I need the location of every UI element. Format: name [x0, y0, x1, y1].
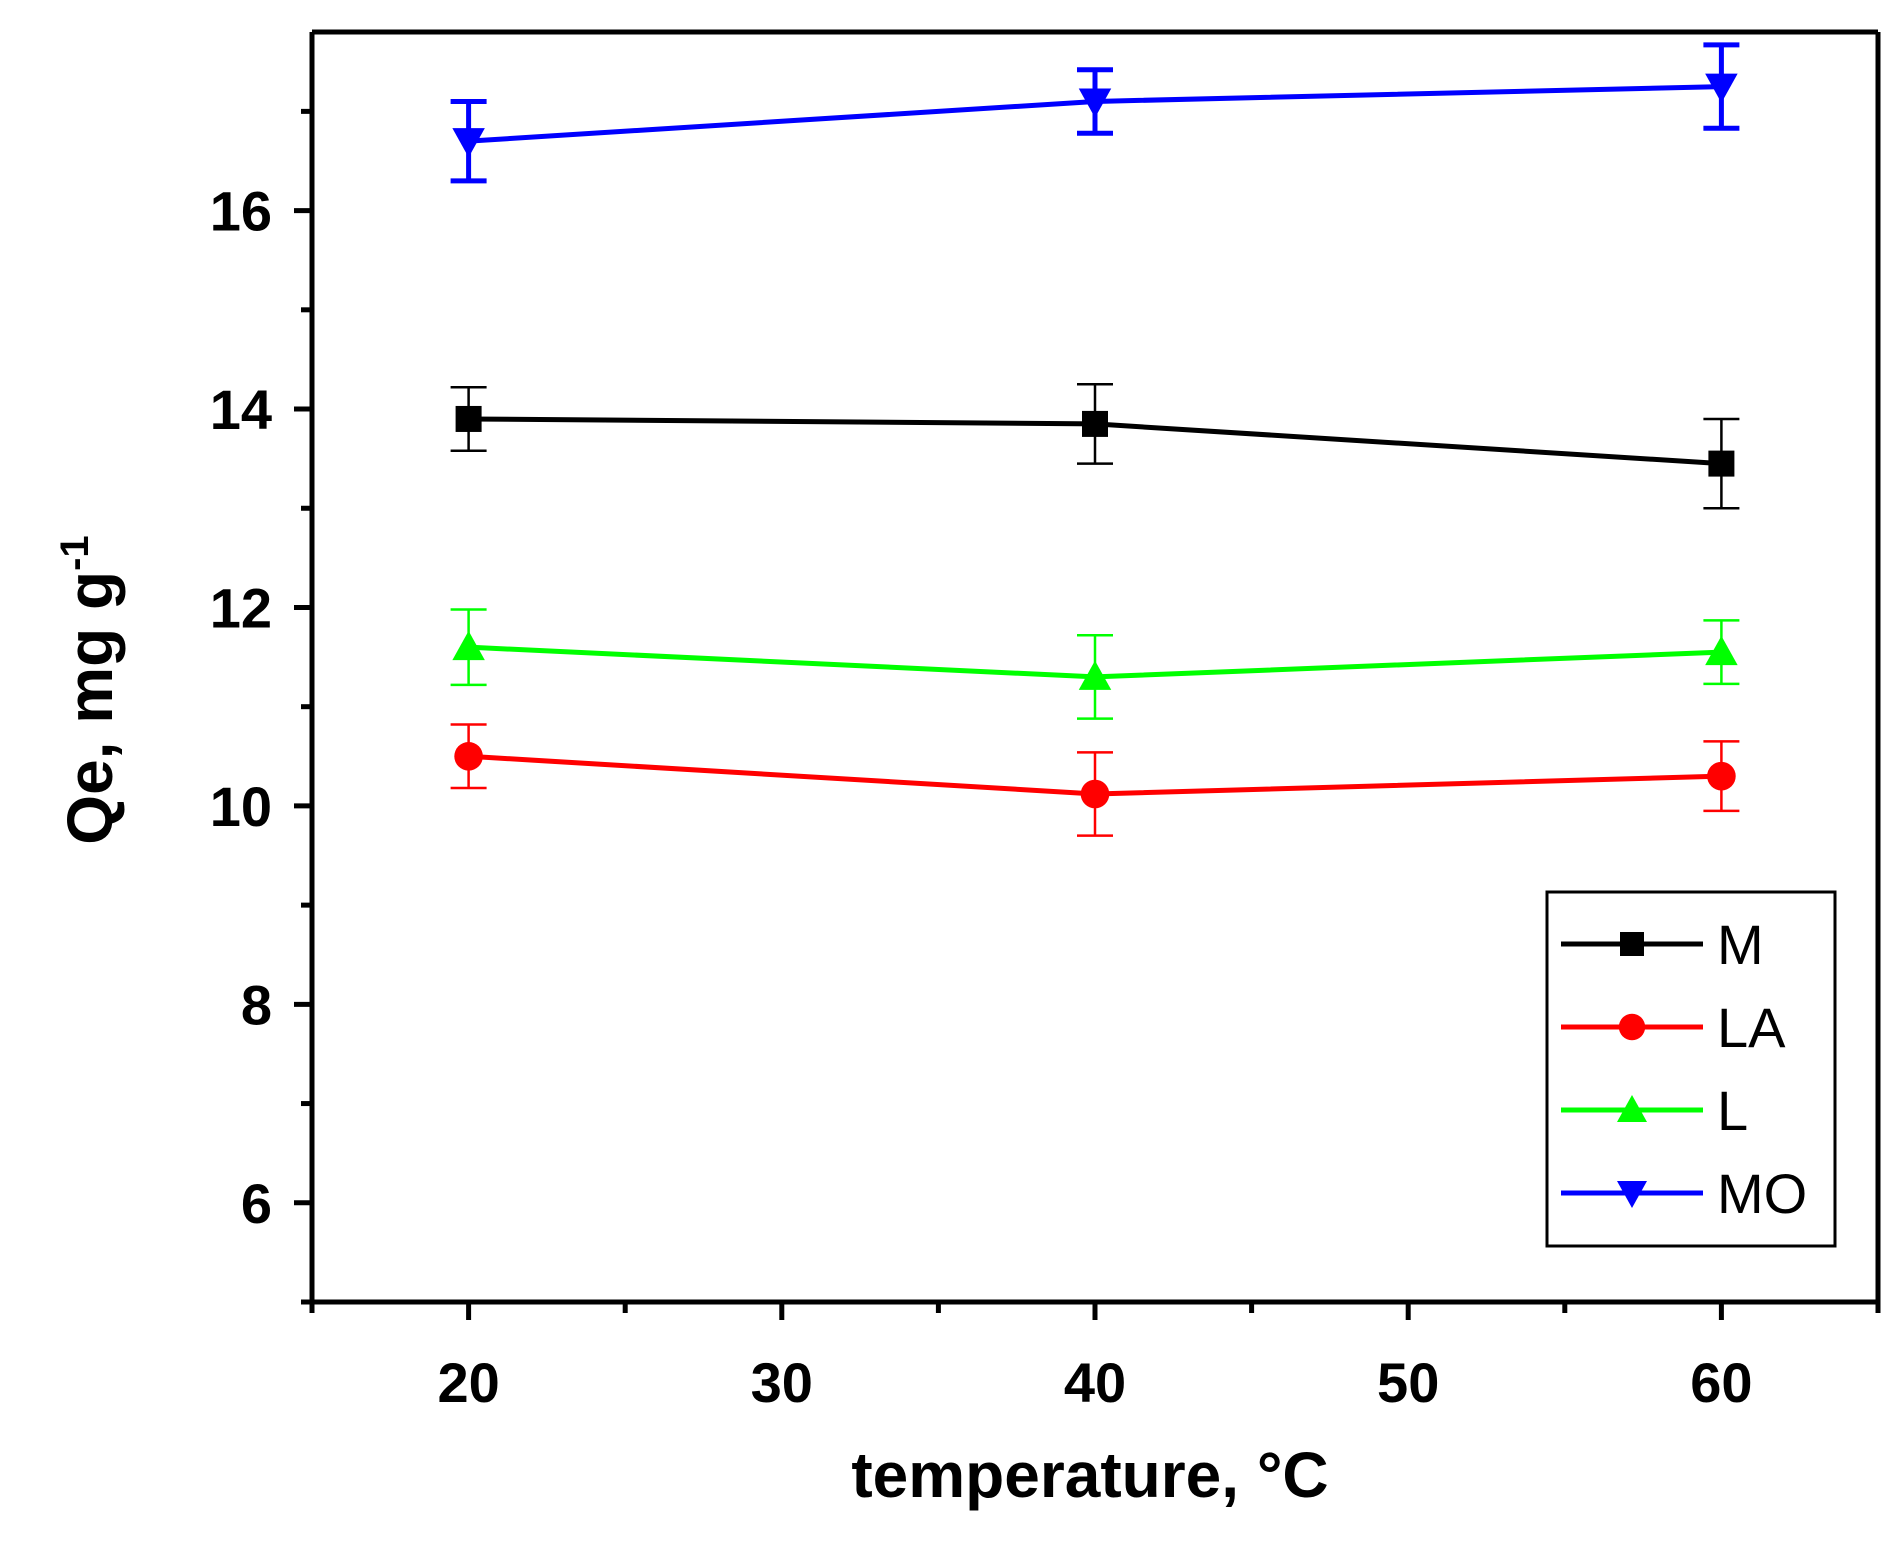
legend-label-la: LA	[1717, 996, 1786, 1059]
plot-area	[450, 42, 1740, 837]
data-point-m	[1708, 450, 1735, 477]
legend-marker-l	[1617, 1095, 1647, 1122]
series-l	[450, 608, 1740, 720]
legend-marker-la	[1618, 1013, 1646, 1041]
x-tick-label: 30	[751, 1351, 813, 1414]
y-tick-label: 10	[210, 775, 272, 838]
data-point-m	[455, 405, 482, 432]
x-tick-label: 60	[1690, 1351, 1752, 1414]
series-la	[450, 723, 1740, 837]
x-axis-title: temperature, °C	[851, 1439, 1328, 1511]
legend: M LA L MO	[1545, 890, 1837, 1248]
data-point-mo	[1705, 73, 1738, 103]
data-point-l	[452, 630, 485, 661]
y-tick-label: 14	[210, 378, 272, 441]
legend-label-mo: MO	[1717, 1162, 1807, 1225]
data-point-la	[1080, 779, 1110, 809]
y-axis-title: Qe, mg g-1	[53, 535, 126, 844]
data-point-mo	[1078, 88, 1112, 118]
legend-label-m: M	[1717, 913, 1764, 976]
data-point-mo	[452, 128, 485, 158]
data-point-m	[1082, 410, 1108, 437]
series-m	[450, 382, 1740, 510]
data-point-l	[1078, 660, 1112, 690]
y-tick-label: 12	[210, 576, 272, 639]
data-point-la	[1707, 761, 1736, 791]
legend-box	[1545, 890, 1837, 1248]
series-mo	[450, 42, 1740, 184]
x-tick-label: 40	[1064, 1351, 1126, 1414]
y-tick-label: 8	[241, 973, 272, 1036]
data-point-l	[1705, 635, 1738, 666]
y-axis-title-superscript: -1	[53, 535, 97, 571]
axes: 20 30 40 50 60 6 8 10 12 14 16	[210, 29, 1881, 1414]
x-tick-label: 50	[1377, 1351, 1439, 1414]
y-tick-label: 16	[210, 180, 272, 243]
data-point-la	[454, 741, 483, 771]
legend-label-l: L	[1717, 1079, 1748, 1142]
x-tick-label: 20	[437, 1351, 499, 1414]
y-tick-label: 6	[241, 1172, 272, 1235]
legend-marker-m	[1620, 932, 1644, 956]
legend-marker-mo	[1617, 1181, 1647, 1208]
y-axis-title-main: Qe, mg g	[54, 571, 126, 845]
